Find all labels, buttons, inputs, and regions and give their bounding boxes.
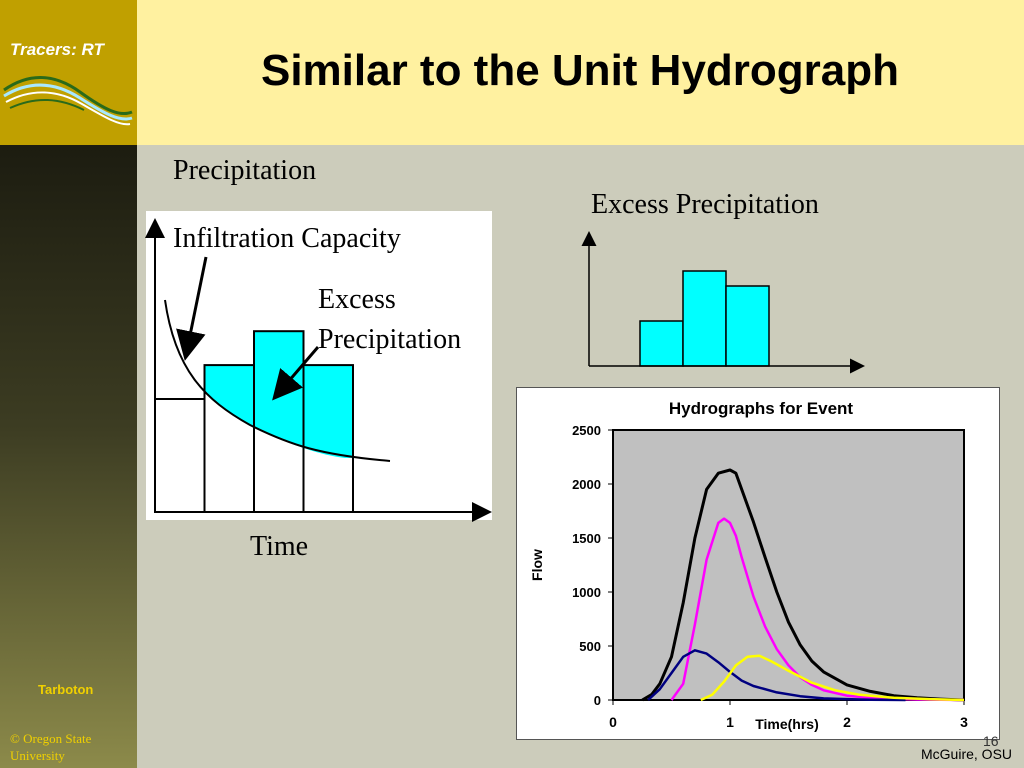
excess-label-line2: Precipitation [318, 324, 462, 355]
hydrograph-chart: Hydrographs for Event 0 500 1000 1500 2000 25… [516, 387, 1000, 740]
infiltration-pointer-arrow [176, 256, 208, 361]
x-tick-label: 0 [609, 714, 617, 730]
sidebar-author: Tarboton [38, 682, 94, 697]
left-bar-excess [303, 365, 353, 458]
excess-bar [682, 270, 727, 367]
y-tick-label: 1500 [572, 531, 601, 546]
hydrograph-chart-svg: Hydrographs for Event 0 500 1000 1500 2000 25… [529, 399, 968, 732]
y-tick-label: 2000 [572, 477, 601, 492]
series-line [641, 468, 965, 702]
wave-logo-icon [3, 76, 133, 126]
series-line [700, 654, 965, 702]
infiltration-capacity-label: Infiltration Capacity [173, 223, 401, 254]
excess-pointer-arrow [272, 346, 320, 401]
slide-title: Similar to the Unit Hydrograph [260, 46, 900, 95]
excess-precipitation-label: Excess Precipitation [591, 189, 819, 220]
right-bars [639, 270, 770, 367]
series-lines [641, 468, 965, 702]
precipitation-label: Precipitation [173, 155, 317, 186]
x-tick-label: 1 [726, 714, 734, 730]
plot-area [612, 429, 965, 701]
x-tick-label: 3 [960, 714, 968, 730]
x-axis-ticks: 0 1 2 3 [609, 700, 968, 730]
logo: Tracers: RT [0, 0, 137, 145]
excess-label-line1: Excess [318, 284, 396, 315]
time-label: Time [250, 531, 309, 562]
series-line [670, 517, 965, 702]
series-line [647, 649, 906, 702]
sidebar-copyright: © Oregon State University [10, 731, 92, 763]
sidebar [0, 145, 137, 768]
x-tick-label: 2 [843, 714, 851, 730]
left-bar-base [155, 399, 205, 512]
footer-credit: McGuire, OSU [921, 746, 1013, 762]
logo-text: Tracers: RT [10, 40, 104, 59]
y-tick-label: 0 [594, 693, 601, 708]
excess-bar [725, 285, 770, 367]
y-axis-ticks: 0 500 1000 1500 2000 2500 [572, 423, 613, 708]
excess-bar [639, 320, 684, 367]
y-tick-label: 500 [579, 639, 601, 654]
x-axis-label: Time(hrs) [755, 716, 819, 732]
chart-title: Hydrographs for Event [669, 399, 854, 418]
y-tick-label: 2500 [572, 423, 601, 438]
y-axis-label: Flow [529, 549, 545, 581]
title-bar [0, 0, 1024, 145]
page-number: 16 [983, 733, 999, 749]
y-tick-label: 1000 [572, 585, 601, 600]
